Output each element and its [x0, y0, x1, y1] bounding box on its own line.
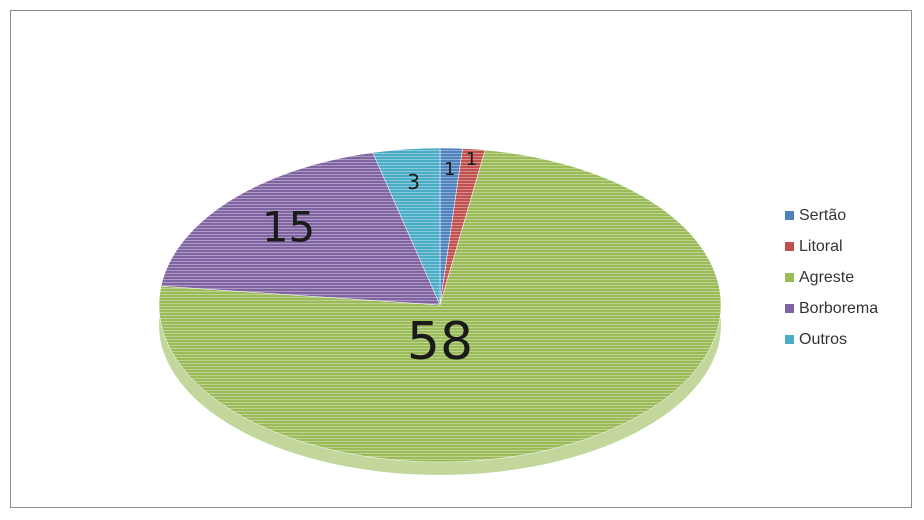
- legend-label-outros: Outros: [799, 330, 848, 348]
- pie-slice-texture-outros: [372, 148, 440, 305]
- legend-swatch-borborema: [785, 304, 794, 313]
- legend-swatch-outros: [785, 335, 794, 344]
- legend-swatch-agreste: [785, 273, 794, 282]
- legend-label-borborema: Borborema: [799, 299, 879, 317]
- legend-swatch-litoral: [785, 242, 794, 251]
- legend-label-sertao: Sertão: [799, 206, 847, 224]
- legend-item-litoral: Litoral: [785, 231, 878, 262]
- legend-item-sertao: Sertão: [785, 200, 878, 231]
- legend: Sertão Litoral Agreste Borborema Outros: [785, 200, 878, 355]
- legend-swatch-sertao: [785, 211, 794, 220]
- data-label-outros: 3: [407, 170, 420, 194]
- legend-item-outros: Outros: [785, 324, 878, 355]
- legend-label-litoral: Litoral: [799, 237, 843, 255]
- legend-label-agreste: Agreste: [799, 268, 855, 286]
- data-label-agreste: 58: [407, 312, 473, 372]
- data-label-litoral: 1: [466, 149, 477, 170]
- pie-slice-texture-agreste: [159, 150, 722, 462]
- pie-slice-texture-borborema: [161, 152, 440, 305]
- data-label-sertao: 1: [444, 159, 455, 180]
- data-label-borborema: 15: [262, 203, 315, 252]
- legend-item-borborema: Borborema: [785, 293, 878, 324]
- legend-item-agreste: Agreste: [785, 262, 878, 293]
